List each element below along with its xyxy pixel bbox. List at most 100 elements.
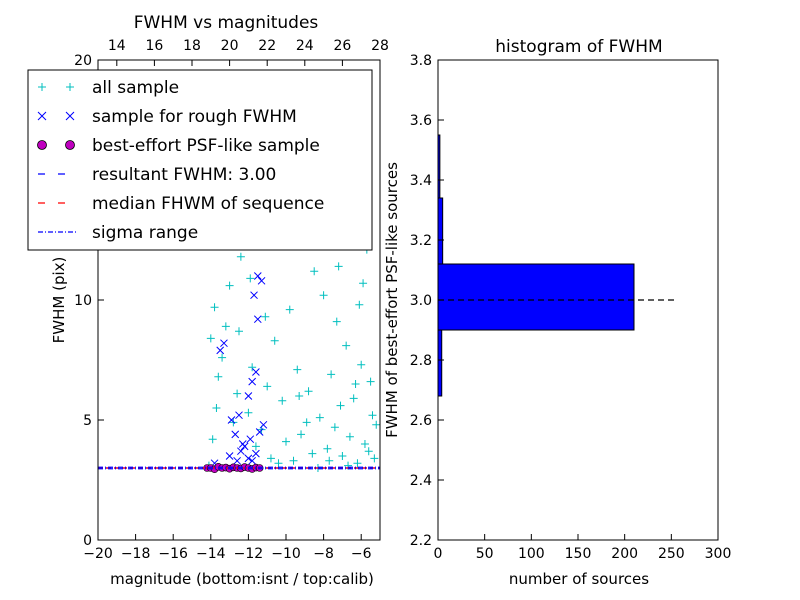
histogram-y-tick-label: 3.4: [410, 173, 432, 189]
scatter-point-rough-fwhm: [246, 435, 255, 444]
scatter-point-all-sample: [349, 394, 358, 403]
histogram-bar: [437, 329, 443, 397]
histogram-bars: [437, 134, 635, 397]
scatter-point-all-sample: [246, 274, 255, 283]
scatter-point-rough-fwhm: [240, 442, 249, 451]
scatter-point-all-sample: [304, 387, 313, 396]
scatter-point-rough-fwhm: [244, 454, 253, 463]
scatter-point-all-sample: [359, 279, 368, 288]
scatter-point-rough-fwhm: [250, 291, 258, 300]
scatter-point-all-sample: [370, 454, 379, 463]
scatter-point-all-sample: [345, 432, 354, 441]
scatter-point-all-sample: [330, 423, 339, 432]
scatter-point-all-sample: [310, 267, 319, 276]
scatter-top-axis: 14 16 18 20 22 24 26 28: [108, 38, 389, 66]
legend-entries: all sample sample for rough FWHM best-effo…: [37, 78, 324, 243]
y-tick-label: 0: [83, 533, 92, 549]
scatter-point-all-sample: [261, 312, 270, 321]
scatter-point-all-sample: [225, 281, 234, 290]
legend-marker-plus: [38, 83, 46, 91]
histogram-y-tick-label: 3.0: [410, 293, 432, 309]
y-tick-label: 20: [74, 53, 92, 69]
y-tick-label: 10: [74, 293, 92, 309]
top-x-tick-label: 26: [333, 38, 351, 54]
scatter-point-rough-fwhm: [248, 456, 257, 465]
scatter-point-all-sample: [206, 334, 215, 343]
x-tick-label: −14: [196, 546, 226, 562]
scatter-point-all-sample: [236, 252, 245, 261]
top-x-tick-label: 24: [296, 38, 314, 54]
scatter-point-all-sample: [355, 300, 364, 309]
scatter-point-rough-fwhm: [235, 411, 243, 420]
top-x-tick-label: 28: [371, 38, 389, 54]
scatter-point-all-sample: [274, 459, 283, 468]
scatter-xlabel: magnitude (bottom:isnt / top:calib): [110, 570, 374, 588]
scatter-point-all-sample: [357, 360, 366, 369]
scatter-point-all-sample: [364, 447, 373, 456]
scatter-point-all-sample: [282, 437, 290, 446]
scatter-point-rough-fwhm: [253, 272, 262, 280]
scatter-point-all-sample: [323, 444, 332, 453]
scatter-point-rough-fwhm: [220, 339, 228, 348]
scatter-point-all-sample: [235, 327, 243, 336]
histogram-x-tick-label: 300: [705, 546, 732, 562]
legend-label: resultant FWHM: 3.00: [92, 165, 276, 185]
histogram-xlabel: number of sources: [509, 570, 649, 588]
scatter-point-all-sample: [338, 452, 347, 460]
legend-label: median FHWM of sequence: [92, 194, 324, 214]
legend-marker-circle: [65, 140, 75, 150]
scatter-point-all-sample: [278, 396, 287, 405]
x-tick-label: −18: [121, 546, 151, 562]
scatter-point-rough-fwhm: [244, 392, 253, 400]
legend-marker-x: [37, 111, 47, 121]
histogram-x-tick-label: 0: [434, 546, 443, 562]
scatter-point-all-sample: [263, 382, 272, 391]
scatter-point-rough-fwhm: [231, 430, 240, 439]
legend-label: sigma range: [92, 223, 198, 243]
scatter-point-all-sample: [295, 392, 304, 400]
histogram-ylabel: FWHM of best-effort PSF-like sources: [383, 162, 401, 438]
scatter-point-all-sample: [351, 380, 360, 388]
scatter-point-all-sample: [251, 442, 260, 451]
scatter-point-all-sample: [366, 377, 375, 386]
histogram-x-axis: 0 50 100 150 200 250 300: [434, 534, 732, 562]
legend-label: best-effort PSF-like sample: [92, 136, 320, 156]
scatter-point-all-sample: [248, 363, 257, 372]
scatter-point-all-sample: [285, 305, 294, 314]
top-x-tick-label: 14: [108, 38, 126, 54]
scatter-point-rough-fwhm: [237, 447, 245, 456]
scatter-point-all-sample: [360, 440, 369, 448]
scatter-point-all-sample: [233, 389, 242, 398]
scatter-point-all-sample: [297, 430, 306, 439]
histogram-title: histogram of FWHM: [495, 37, 662, 57]
scatter-point-all-sample: [208, 435, 217, 444]
scatter-point-all-sample: [244, 408, 253, 417]
scatter-point-rough-fwhm: [248, 377, 257, 386]
scatter-point-all-sample: [332, 317, 341, 326]
histogram-bar: [437, 263, 635, 331]
scatter-point-all-sample: [368, 411, 377, 420]
legend-marker-plus: [66, 83, 74, 91]
histogram-x-tick-label: 100: [518, 546, 545, 562]
scatter-x-axis: −20 −18 −16 −14 −12 −10 −8 −6: [83, 534, 372, 562]
scatter-point-rough-fwhm: [227, 416, 236, 424]
scatter-point-all-sample: [214, 372, 223, 381]
scatter-point-rough-fwhm: [225, 452, 234, 460]
x-tick-label: −10: [271, 546, 301, 562]
scatter-point-all-sample: [293, 365, 302, 374]
legend-label: all sample: [92, 78, 179, 98]
scatter-point-rough-fwhm: [259, 420, 268, 429]
scatter-point-all-sample: [266, 454, 275, 463]
histogram-y-tick-label: 2.4: [410, 473, 432, 489]
scatter-point-all-sample: [218, 353, 227, 362]
scatter-point-rough-fwhm: [257, 276, 266, 285]
x-tick-label: −12: [234, 546, 264, 562]
scatter-panel: FWHM vs magnitudes 14 16 18 20 22 24 26 28 −20−…: [27, 13, 389, 588]
top-x-tick-label: 22: [258, 38, 276, 54]
scatter-ylabel: FWHM (pix): [50, 257, 68, 344]
histogram-y-axis: 2.2 2.4 2.6 2.8 3.0 3.2 3.4 3.6 3.8: [410, 53, 444, 549]
scatter-point-all-sample: [353, 459, 362, 468]
scatter-reference-lines: [98, 466, 380, 470]
scatter-point-rough-fwhm: [216, 346, 225, 355]
